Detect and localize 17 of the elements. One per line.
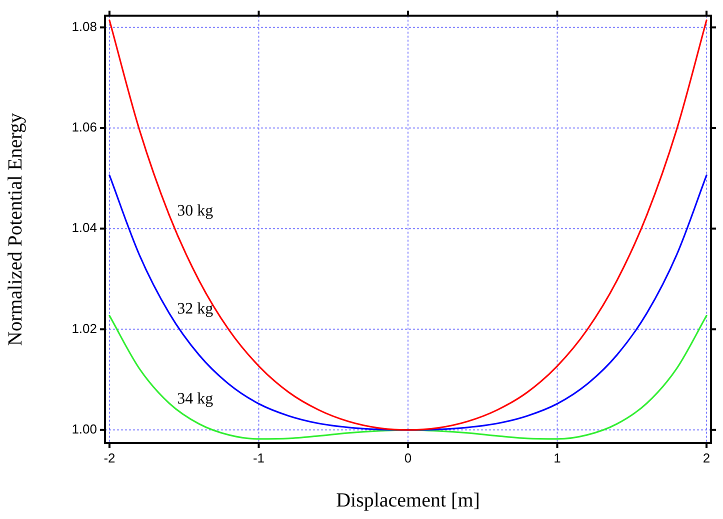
y-axis-title: Normalized Potential Energy <box>4 112 26 346</box>
x-tick-label: -1 <box>252 450 265 466</box>
x-tick-label: -2 <box>104 450 116 466</box>
y-tick-label: 1.08 <box>72 18 97 34</box>
y-tick-label: 1.02 <box>72 320 97 336</box>
x-tick-label: 1 <box>554 450 561 466</box>
x-tick-label: 0 <box>404 450 412 466</box>
series-label: 32 kg <box>177 300 214 318</box>
y-tick-label: 1.04 <box>72 220 97 236</box>
series-label: 34 kg <box>177 390 214 408</box>
line-series <box>108 20 708 431</box>
x-axis-title: Displacement [m] <box>336 489 480 512</box>
series-label: 30 kg <box>177 202 214 220</box>
y-tick-label: 1.00 <box>72 421 97 436</box>
x-tick-label: 2 <box>702 450 710 466</box>
y-tick-label: 1.06 <box>72 120 97 135</box>
line-series <box>108 174 708 431</box>
